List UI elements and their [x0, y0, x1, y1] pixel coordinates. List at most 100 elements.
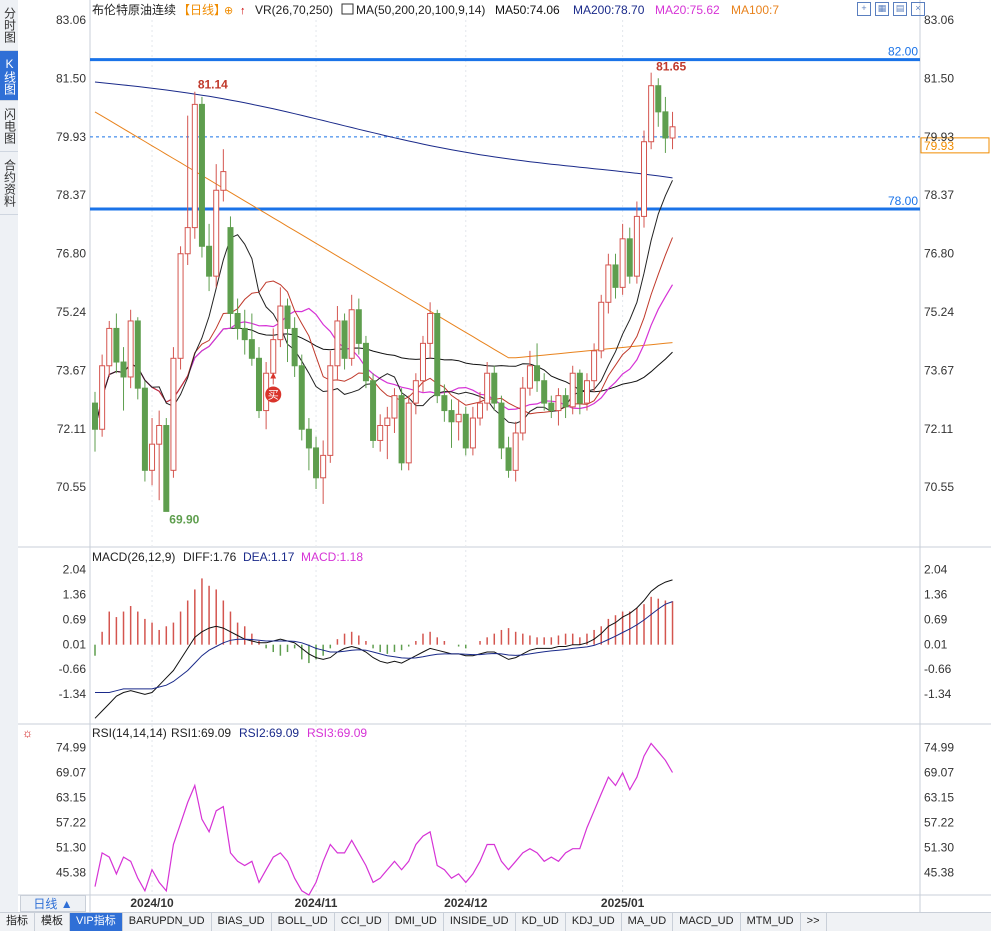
candle-up: [669, 126, 676, 139]
indicator-tab[interactable]: 模板: [35, 913, 70, 931]
rsi-panel: [94, 742, 674, 896]
candle-up: [519, 387, 526, 434]
candles: [92, 72, 676, 512]
ma100-value: MA100:7: [731, 3, 779, 17]
rsi-tick-label-left: 69.07: [56, 766, 86, 780]
rsi3-label: RSI3:69.09: [307, 726, 367, 740]
y-tick-label-left: 81.50: [56, 71, 86, 85]
vr-label: VR(26,70,250): [255, 3, 333, 17]
macd-tick-label-right: 1.36: [924, 588, 948, 602]
expand-icon[interactable]: +: [857, 2, 871, 16]
tab-contract-info[interactable]: 合约资料: [0, 152, 18, 215]
candle-up: [484, 372, 491, 404]
tab-intraday[interactable]: 分时图: [0, 0, 18, 51]
indicator-tab[interactable]: BARUPDN_UD: [123, 913, 212, 931]
candle-up: [220, 171, 227, 191]
candle-down: [434, 312, 441, 397]
candle-down: [298, 365, 305, 430]
indicator-tab[interactable]: VIP指标: [70, 913, 123, 931]
candle-down: [576, 372, 583, 404]
candle-up: [455, 413, 462, 423]
close-icon[interactable]: ×: [911, 2, 925, 16]
candle-up: [327, 365, 334, 456]
rsi-tick-label-left: 51.30: [56, 840, 86, 854]
candle-up: [412, 380, 419, 404]
candle-down: [662, 111, 669, 139]
rsi-tick-label-right: 63.15: [924, 791, 954, 805]
y-tick-label-right: 78.37: [924, 188, 954, 202]
candle-down: [491, 372, 498, 404]
candle-down: [206, 245, 213, 277]
candle-down: [284, 305, 291, 329]
candle-up: [605, 264, 612, 303]
macd-panel: [94, 578, 674, 719]
candle-up: [191, 103, 198, 229]
indicator-tab[interactable]: INSIDE_UD: [444, 913, 516, 931]
macd-dea-label: DEA:1.17: [243, 550, 295, 564]
candle-up: [641, 141, 648, 217]
buy-arrow-icon: ▲: [268, 370, 278, 381]
rsi-tick-label-left: 57.22: [56, 815, 86, 829]
recent-high-annotation: 81.65: [656, 60, 686, 74]
y-tick-label-left: 83.06: [56, 13, 86, 27]
indicator-tab[interactable]: MACD_UD: [673, 913, 741, 931]
x-tick-label: 2025/01: [601, 896, 645, 910]
indicator-tab[interactable]: DMI_UD: [389, 913, 444, 931]
y-tick-label-right: 72.11: [924, 422, 953, 436]
candle-down: [441, 395, 448, 412]
chart-title: 布伦特原油连续: [92, 2, 176, 17]
indicator-tab[interactable]: CCI_UD: [335, 913, 389, 931]
indicator-tab[interactable]: MTM_UD: [741, 913, 801, 931]
candle-up: [598, 301, 605, 352]
candle-down: [548, 402, 555, 412]
macd-tick-label-left: -0.66: [59, 662, 87, 676]
indicator-tab[interactable]: BIAS_UD: [212, 913, 272, 931]
candle-down: [541, 380, 548, 404]
indicator-tab[interactable]: BOLL_UD: [272, 913, 335, 931]
candle-down: [655, 85, 662, 113]
rsi-settings-icon[interactable]: ☼: [22, 726, 33, 740]
grid: [18, 0, 991, 912]
candle-up: [127, 320, 134, 378]
grid-icon[interactable]: ▦: [875, 2, 889, 16]
y-tick-label-right: 83.06: [924, 13, 954, 27]
indicator-tab[interactable]: >>: [801, 913, 827, 931]
rsi-tick-label-right: 51.30: [924, 840, 954, 854]
macd-tick-label-left: -1.34: [59, 687, 87, 701]
ma200-line: [94, 81, 673, 179]
ma-indicator-icon[interactable]: [341, 3, 354, 15]
candle-down: [505, 447, 512, 471]
macd-label: MACD(26,12,9): [92, 550, 175, 564]
candle-down: [305, 428, 312, 449]
indicator-tab[interactable]: 指标: [0, 913, 35, 931]
buy-signal-label: 买: [268, 388, 279, 401]
candle-down: [534, 365, 541, 382]
macd-tick-label-left: 1.36: [63, 588, 87, 602]
level-line-label: 82.00: [888, 45, 918, 59]
candle-up: [149, 443, 156, 471]
indicator-tab[interactable]: MA_UD: [622, 913, 674, 931]
candle-down: [113, 327, 120, 363]
macd-diff-line: [94, 579, 673, 719]
chart-canvas[interactable]: 82.00 78.00 79.93 81.14 69.90 81.65 ▲ 买 83.06 8…: [0, 0, 991, 912]
candle-up: [99, 365, 106, 430]
candle-up: [391, 395, 398, 419]
low-annotation: 69.90: [169, 512, 199, 526]
y-tick-label-right: 81.50: [924, 71, 954, 85]
tab-flash[interactable]: 闪电图: [0, 101, 18, 152]
y-tick-label-left: 73.67: [56, 364, 86, 378]
main-annotations: 81.14 69.90 81.65 ▲ 买: [169, 60, 686, 527]
candle-up: [569, 372, 576, 408]
settings-icon[interactable]: ⊕: [224, 5, 233, 17]
period-select-button[interactable]: 日线 ▲: [20, 895, 86, 912]
tab-kline[interactable]: K线图: [0, 51, 18, 101]
y-tick-label-left: 79.93: [56, 130, 86, 144]
candle-up: [384, 417, 391, 427]
indicator-tab[interactable]: KD_UD: [516, 913, 566, 931]
indicator-tab[interactable]: KDJ_UD: [566, 913, 622, 931]
x-tick-label: 2024/11: [295, 896, 338, 910]
y-tick-label-right: 75.24: [924, 305, 954, 319]
layout-icon[interactable]: ▤: [893, 2, 907, 16]
